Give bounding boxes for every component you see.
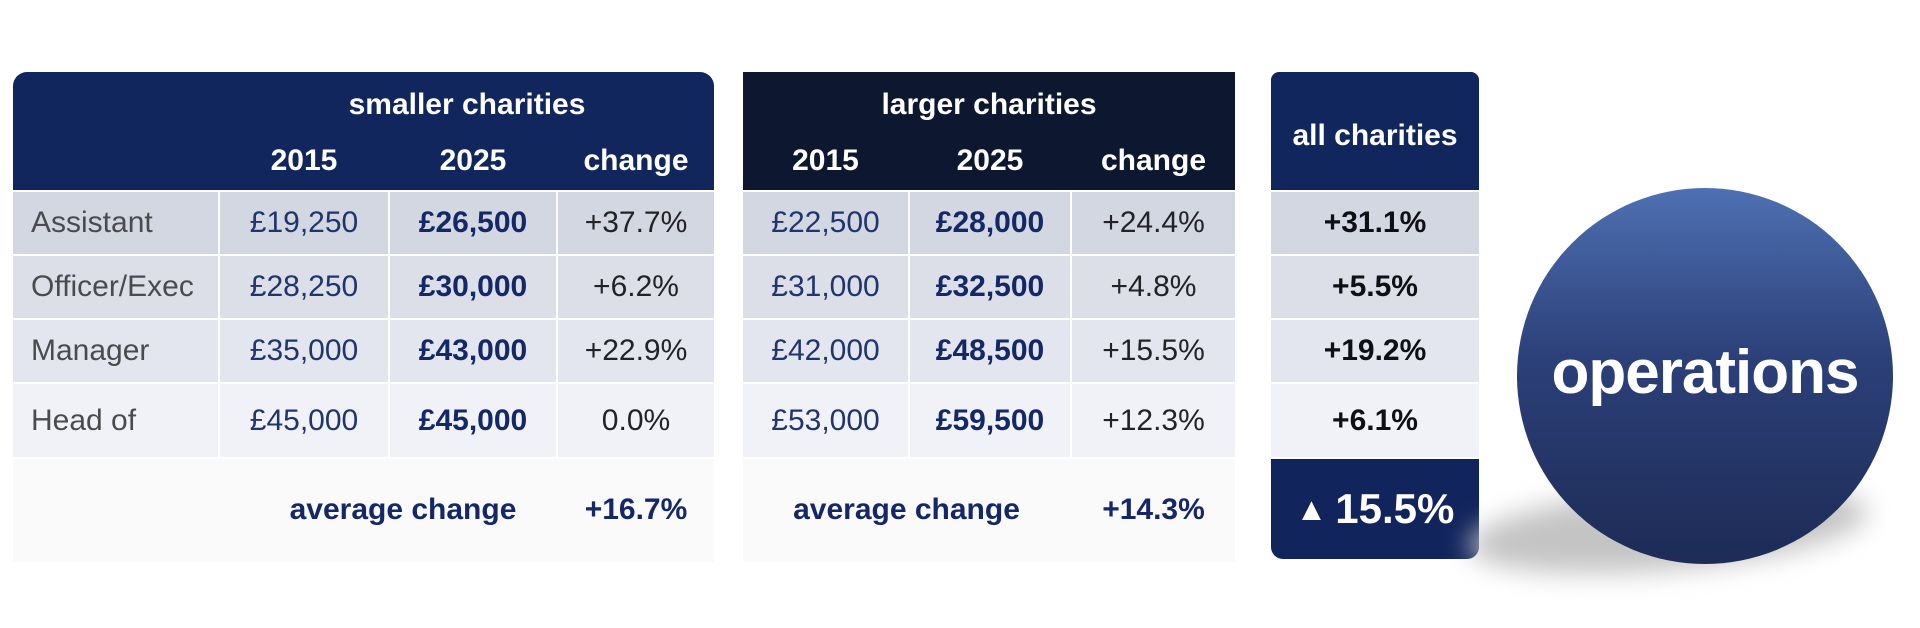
change-value-cell: +5.5% [1271, 256, 1479, 318]
operations-label: operations [1551, 337, 1860, 407]
all-charities-column: all charities +31.1% +5.5% +19.2% +6.1% … [1271, 72, 1479, 559]
salary-2025-cell: £30,000 [390, 256, 556, 318]
change-value-cell: +31.1% [1271, 192, 1479, 254]
salary-2025-cell: £48,500 [910, 320, 1070, 382]
column-header-role [13, 144, 218, 178]
column-headers: 2015 2025 change [743, 144, 1235, 178]
average-change-label: average change [793, 493, 1020, 526]
larger-charities-header: larger charities 2015 2025 change [743, 72, 1235, 190]
all-charities-header: all charities [1271, 72, 1479, 190]
change-cell: +6.2% [558, 256, 714, 318]
role-label-cell: Officer/Exec [13, 256, 218, 318]
change-cell: +15.5% [1072, 320, 1235, 382]
salary-2025-cell: £43,000 [390, 320, 556, 382]
change-value-cell: +6.1% [1271, 384, 1479, 457]
salary-2025-cell: £32,500 [910, 256, 1070, 318]
salary-2015-cell: £31,000 [743, 256, 908, 318]
operations-sphere: operations [1517, 188, 1893, 564]
salary-2015-cell: £35,000 [220, 320, 388, 382]
salary-2025-cell: £59,500 [910, 384, 1070, 457]
role-label-cell: Assistant [13, 192, 218, 254]
change-cell: +37.7% [558, 192, 714, 254]
salary-2015-cell: £19,250 [220, 192, 388, 254]
overall-summary-block: ▲ 15.5% [1271, 459, 1479, 559]
column-header-change: change [583, 144, 689, 177]
smaller-charities-header: smaller charities 2015 2025 change [13, 72, 714, 190]
salary-2015-cell: £42,000 [743, 320, 908, 382]
column-header-change: change [1100, 144, 1207, 177]
change-cell: +4.8% [1072, 256, 1235, 318]
change-cell: +22.9% [558, 320, 714, 382]
column-header-2015: 2015 [270, 144, 338, 177]
column-title: all charities [1292, 119, 1458, 152]
column-header-2015: 2015 [792, 144, 859, 177]
role-label-cell: Head of [13, 384, 218, 457]
larger-charities-table: larger charities 2015 2025 change £22,50… [743, 72, 1235, 562]
column-header-2025: 2025 [439, 144, 507, 177]
salary-2015-cell: £22,500 [743, 192, 908, 254]
salary-2025-cell: £28,000 [910, 192, 1070, 254]
average-change-value: +14.3% [1102, 493, 1205, 526]
change-value-cell: +19.2% [1271, 320, 1479, 382]
average-change-value: +16.7% [584, 493, 688, 526]
summary-value: 15.5% [1335, 485, 1455, 532]
salary-2025-cell: £45,000 [390, 384, 556, 457]
change-cell: +24.4% [1072, 192, 1235, 254]
salary-2015-cell: £53,000 [743, 384, 908, 457]
salary-2015-cell: £45,000 [220, 384, 388, 457]
column-headers: 2015 2025 change [13, 144, 714, 178]
up-triangle-icon: ▲ [1295, 490, 1328, 527]
table-title: larger charities [881, 88, 1097, 121]
salary-2025-cell: £26,500 [390, 192, 556, 254]
average-change-label: average change [289, 493, 517, 526]
average-change-row: average change +14.3% [743, 459, 1235, 562]
table-title: smaller charities [348, 88, 586, 121]
salary-2015-cell: £28,250 [220, 256, 388, 318]
change-cell: 0.0% [558, 384, 714, 457]
average-change-row: average change +16.7% [13, 459, 714, 562]
role-label-cell: Manager [13, 320, 218, 382]
column-header-2025: 2025 [956, 144, 1024, 177]
change-cell: +12.3% [1072, 384, 1235, 457]
smaller-charities-table: smaller charities 2015 2025 change Assis… [13, 72, 714, 562]
